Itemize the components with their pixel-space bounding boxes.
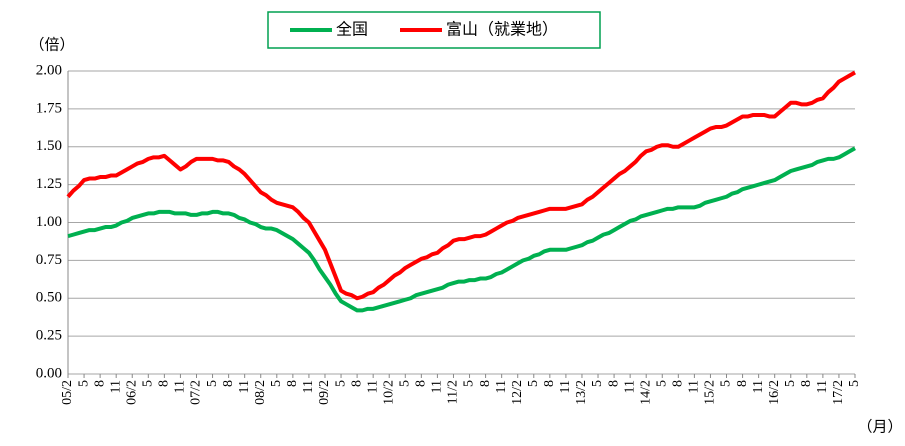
series-line (67, 146, 856, 313)
legend-label: 富山（就業地） (446, 21, 558, 39)
y-tick-label: 1.75 (36, 100, 62, 116)
x-tick-label: 11 (622, 380, 637, 393)
x-tick-label: 8 (92, 380, 107, 387)
x-tick-label: 15/2 (703, 380, 718, 405)
x-tick-label: 13/2 (574, 380, 589, 405)
x-tick-label: 5 (847, 380, 862, 387)
x-tick-label: 11/2 (446, 380, 461, 404)
x-tick-label: 8 (285, 380, 300, 387)
x-tick-label: 5 (719, 380, 734, 387)
x-tick-label: 11 (301, 380, 316, 393)
x-tick-label: 8 (414, 380, 429, 387)
x-tick-label: 16/2 (767, 380, 782, 405)
x-tick-label: 11 (687, 380, 702, 393)
y-tick-label: 0.00 (36, 365, 62, 381)
x-tick-label: 14/2 (638, 380, 653, 405)
x-tick-label: 17/2 (831, 380, 846, 405)
x-tick-label: 07/2 (189, 380, 204, 405)
x-tick-label: 5 (76, 380, 91, 387)
y-tick-label: 1.00 (36, 214, 62, 230)
x-tick-label: 11 (237, 380, 252, 393)
series-line (66, 70, 856, 301)
y-tick-label: 1.50 (36, 138, 62, 154)
x-tick-label: 5 (398, 380, 413, 387)
x-tick-label: 11 (365, 380, 380, 393)
x-tick-label: 08/2 (253, 380, 268, 405)
x-tick-label: 11 (173, 380, 188, 393)
x-tick-label: 5 (590, 380, 605, 387)
y-tick-label: 0.50 (36, 290, 62, 306)
x-tick-label: 8 (606, 380, 621, 387)
x-tick-label: 8 (478, 380, 493, 387)
x-tick-label: 5 (141, 380, 156, 387)
x-tick-label: 12/2 (510, 380, 525, 405)
x-tick-label: 5 (526, 380, 541, 387)
y-tick-label: 1.25 (36, 176, 62, 192)
x-tick-label: 11 (430, 380, 445, 393)
x-tick-label: 5 (654, 380, 669, 387)
x-tick-label: 11 (108, 380, 123, 393)
x-tick-label: 06/2 (124, 380, 139, 405)
x-tick-label: 11 (558, 380, 573, 393)
y-tick-label: 0.25 (36, 328, 62, 344)
x-tick-label: 11 (494, 380, 509, 393)
x-axis-unit: （月） (857, 418, 902, 435)
x-tick-label: 5 (269, 380, 284, 387)
x-tick-label: 8 (221, 380, 236, 387)
x-tick-label: 11 (815, 380, 830, 393)
x-tick-label: 05/2 (60, 380, 75, 405)
x-tick-label: 5 (783, 380, 798, 387)
y-tick-label: 2.00 (36, 62, 62, 78)
x-tick-label: 8 (671, 380, 686, 387)
x-tick-label: 8 (542, 380, 557, 387)
legend-label: 全国 (336, 21, 368, 39)
y-tick-label: 0.75 (36, 252, 62, 268)
x-tick-label: 5 (333, 380, 348, 387)
x-tick-label: 8 (799, 380, 814, 387)
x-tick-label: 8 (157, 380, 172, 387)
x-tick-label: 11 (751, 380, 766, 393)
x-tick-label: 8 (735, 380, 750, 387)
x-tick-label: 8 (349, 380, 364, 387)
y-axis-unit: （倍） (29, 36, 74, 53)
x-tick-label: 5 (205, 380, 220, 387)
x-tick-label: 09/2 (317, 380, 332, 405)
x-tick-label: 10/2 (381, 380, 396, 405)
x-tick-label: 5 (462, 380, 477, 387)
